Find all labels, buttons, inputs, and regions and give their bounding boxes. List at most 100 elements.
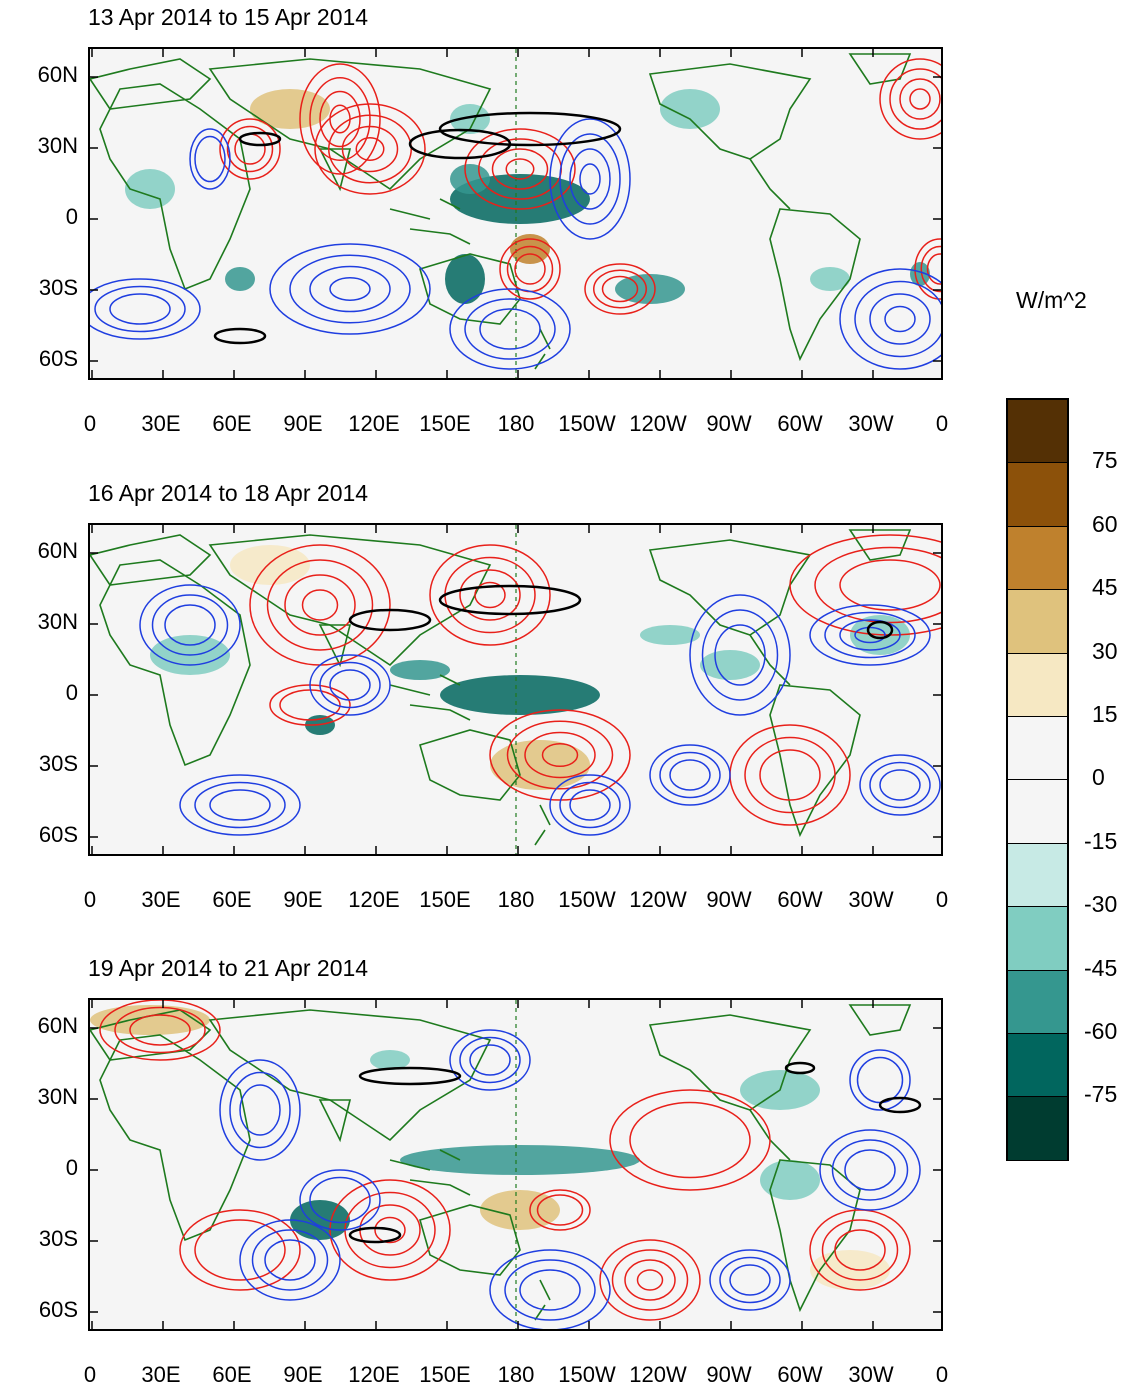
positive-contour <box>759 749 821 801</box>
positive-contour <box>194 1219 286 1281</box>
negative-contour <box>90 278 201 340</box>
negative-contour <box>869 293 931 345</box>
positive-contour <box>429 544 551 646</box>
negative-contour <box>449 288 571 370</box>
negative-contour <box>879 769 921 801</box>
negative-contour <box>489 1249 611 1329</box>
lon-label: 60W <box>777 887 823 912</box>
negative-contour <box>194 135 226 183</box>
shading-blob <box>225 267 255 291</box>
positive-contour <box>491 148 549 190</box>
shading-blob <box>450 164 490 194</box>
positive-contour <box>114 1006 206 1054</box>
lat-label: 0 <box>65 1155 78 1180</box>
positive-contour <box>219 118 281 180</box>
negative-contour <box>709 1249 791 1311</box>
colorbar-label: 60 <box>1092 510 1118 537</box>
panel-3-map <box>88 998 943 1331</box>
negative-contour <box>844 1149 896 1191</box>
lon-label: 90E <box>283 887 323 912</box>
panel-1-title: 13 Apr 2014 to 15 Apr 2014 <box>88 4 369 30</box>
negative-contour <box>729 1264 771 1296</box>
negative-contour <box>219 1059 301 1161</box>
positive-contour <box>179 1209 301 1291</box>
positive-contour <box>299 63 381 175</box>
lon-label: 90W <box>706 1362 752 1387</box>
negative-contour <box>239 1084 281 1136</box>
positive-contour <box>744 736 836 814</box>
negative-contour <box>94 285 186 333</box>
negative-contour <box>559 133 621 225</box>
shading-blob <box>640 625 700 645</box>
lon-label: 60E <box>212 1362 252 1387</box>
lat-label: 0 <box>65 204 78 229</box>
negative-contour <box>831 1139 909 1201</box>
coastlines <box>90 529 912 846</box>
negative-contour <box>519 1269 581 1311</box>
negative-contour <box>459 1036 521 1084</box>
negative-contour <box>239 1219 341 1301</box>
colorbar-box <box>1008 590 1067 654</box>
negative-contour <box>309 265 391 313</box>
colorbar-label: -15 <box>1084 827 1118 854</box>
positive-contour <box>301 589 339 621</box>
positive-contour <box>834 1229 886 1271</box>
shading-blob <box>660 89 720 129</box>
shading-blob <box>445 254 485 304</box>
negative-contour <box>251 1229 329 1291</box>
colorbar-label: -30 <box>1084 891 1118 918</box>
positive-contour <box>889 68 941 130</box>
positive-contour <box>914 238 941 300</box>
positive-contour <box>506 720 614 790</box>
lon-label: 120E <box>348 887 400 912</box>
shading-blob <box>615 274 685 304</box>
lon-label: 150W <box>558 411 616 436</box>
significance-contour <box>438 111 622 147</box>
lon-label: 0 <box>935 411 949 436</box>
lon-label: 120E <box>348 1362 400 1387</box>
negative-contour <box>504 1259 596 1321</box>
shading-blob <box>810 267 850 291</box>
lat-label: 30S <box>38 751 78 776</box>
lon-label: 30W <box>848 887 894 912</box>
positive-contour <box>474 581 506 609</box>
colorbar-box <box>1008 907 1067 971</box>
positive-contour <box>314 103 426 195</box>
negative-contour <box>809 604 931 666</box>
shading-blob <box>440 675 600 715</box>
lon-label: 0 <box>83 1362 97 1387</box>
positive-contour <box>529 1189 591 1231</box>
lon-label: 150E <box>419 887 471 912</box>
lon-label: 150E <box>419 411 471 436</box>
lon-label: 120W <box>629 887 687 912</box>
lon-label: 180 <box>497 887 535 912</box>
negative-contour <box>319 661 381 709</box>
shading-blob <box>450 104 490 134</box>
positive-contour <box>920 245 941 293</box>
negative-contour <box>309 654 391 716</box>
negative-contour <box>854 280 941 358</box>
colorbar-units: W/m^2 <box>1016 287 1087 313</box>
negative-contour <box>669 759 711 791</box>
lat-label: 60S <box>38 822 78 847</box>
negative-contour <box>701 609 779 701</box>
positive-contour <box>601 275 639 303</box>
positive-contour <box>266 559 374 651</box>
lon-label: 30E <box>141 887 181 912</box>
lat-label: 0 <box>65 680 78 705</box>
positive-contour <box>329 1179 451 1281</box>
shading-blob <box>250 89 330 129</box>
negative-contour <box>309 1176 371 1224</box>
lon-label: 0 <box>935 1362 949 1387</box>
shading-blob <box>700 650 760 680</box>
positive-contour <box>541 743 579 767</box>
map-canvas <box>90 1000 941 1329</box>
positive-contour <box>284 574 356 636</box>
positive-contour <box>624 1259 676 1301</box>
significance-contour <box>438 584 582 616</box>
lon-label: 90W <box>706 887 752 912</box>
significance-contour <box>866 620 894 640</box>
lat-label: 60N <box>37 62 78 87</box>
map-canvas <box>90 49 941 378</box>
colorbar-label: 75 <box>1092 447 1118 474</box>
